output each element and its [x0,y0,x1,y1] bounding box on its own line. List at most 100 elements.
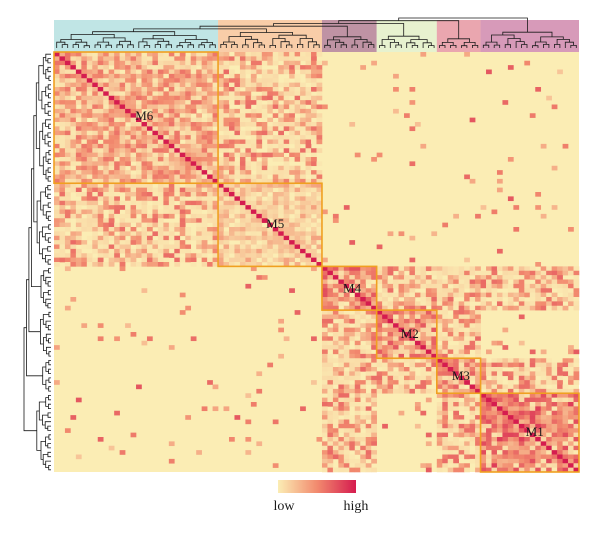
heatmap-cell [92,187,99,193]
heatmap-cell [86,244,93,250]
heatmap-cell [59,209,66,215]
heatmap-cell [86,227,93,232]
heatmap-cell [305,244,312,250]
heatmap-cell [343,428,350,433]
heatmap-cell [496,170,503,175]
heatmap-cell [86,108,93,114]
heatmap-cell [557,288,563,293]
heatmap-cell [491,450,498,455]
heatmap-cell [283,65,290,70]
heatmap-cell [573,380,580,385]
heatmap-cell [436,467,443,473]
heatmap-cell [349,375,356,381]
heatmap-cell [103,218,109,223]
heatmap-cell [327,301,334,307]
heatmap-cell [431,349,438,355]
heatmap-cell [360,450,367,455]
heatmap-cell [502,441,509,447]
heatmap-cell [179,192,186,197]
heatmap-cell [163,143,170,149]
heatmap-cell [557,297,563,302]
heatmap-cell [75,56,82,62]
heatmap-cell [245,218,252,223]
heatmap-cell [75,130,82,136]
heatmap-cell [157,152,164,158]
heatmap-cell [146,100,153,105]
heatmap-cell [447,428,454,433]
heatmap-cell [546,367,552,372]
heatmap-cell [420,318,427,324]
heatmap-cell [81,161,88,167]
heatmap-cell [239,235,246,241]
heatmap-cell [480,445,487,451]
heatmap-cell [496,292,503,298]
heatmap-cell [261,200,268,206]
heatmap-cell [447,419,454,425]
heatmap-cell [179,82,186,88]
heatmap-cell [196,95,202,101]
heatmap-cell [535,428,542,433]
heatmap-cell [196,178,202,184]
heatmap-cell [223,205,230,210]
heatmap-cell [365,345,372,350]
heatmap-cell [103,56,109,62]
dendrogram-branch [307,41,317,48]
heatmap-cell [349,275,356,280]
heatmap-cell [190,78,197,83]
heatmap-cell [250,227,257,232]
heatmap-cell [207,104,213,110]
heatmap-cell [311,65,317,70]
heatmap-cell [475,402,481,407]
dendrogram-branch [228,36,252,42]
heatmap-cell [546,275,552,280]
heatmap-cell [168,441,175,447]
heatmap-cell [196,192,202,197]
heatmap-cell [245,209,252,215]
heatmap-cell [92,117,99,123]
heatmap-cell [59,100,66,105]
heatmap-cell [174,126,181,132]
dendrogram-branch [40,191,46,211]
heatmap-cell [261,205,268,210]
heatmap-cell [108,262,115,267]
heatmap-cell [316,253,323,258]
heatmap-cell [239,139,246,145]
heatmap-cell [234,52,241,57]
heatmap-cell [272,91,279,97]
heatmap-cell [130,187,137,193]
heatmap-cell [458,384,465,390]
heatmap-cell [245,65,252,70]
heatmap-cell [316,174,323,180]
heatmap-cell [491,467,498,473]
heatmap-cell [458,419,465,425]
heatmap-cell [185,248,192,254]
heatmap-cell [518,402,525,407]
heatmap-cell [447,463,454,468]
heatmap-cell [414,266,421,272]
heatmap-cell [130,178,137,184]
heatmap-cell [453,384,459,390]
heatmap-cell [321,458,328,464]
heatmap-cell [196,87,202,92]
heatmap-cell [404,323,410,328]
heatmap-cell [130,432,137,438]
heatmap-cell [163,95,170,101]
heatmap-cell [540,305,547,311]
heatmap-cell [409,353,416,359]
heatmap-cell [163,91,170,97]
heatmap-cell [141,52,148,57]
heatmap-cell [469,423,476,429]
heatmap-cell [114,78,120,83]
heatmap-cell [218,95,224,101]
heatmap-cell [146,165,153,171]
heatmap-cell [518,362,525,368]
heatmap-cell [92,157,99,162]
heatmap-cell [239,157,246,162]
heatmap-cell [491,397,498,403]
heatmap-cell [338,437,345,442]
heatmap-cell [316,87,323,92]
heatmap-cell [185,253,192,258]
heatmap-cell [119,148,126,153]
heatmap-cell [267,183,274,188]
heatmap-cell [507,358,514,363]
